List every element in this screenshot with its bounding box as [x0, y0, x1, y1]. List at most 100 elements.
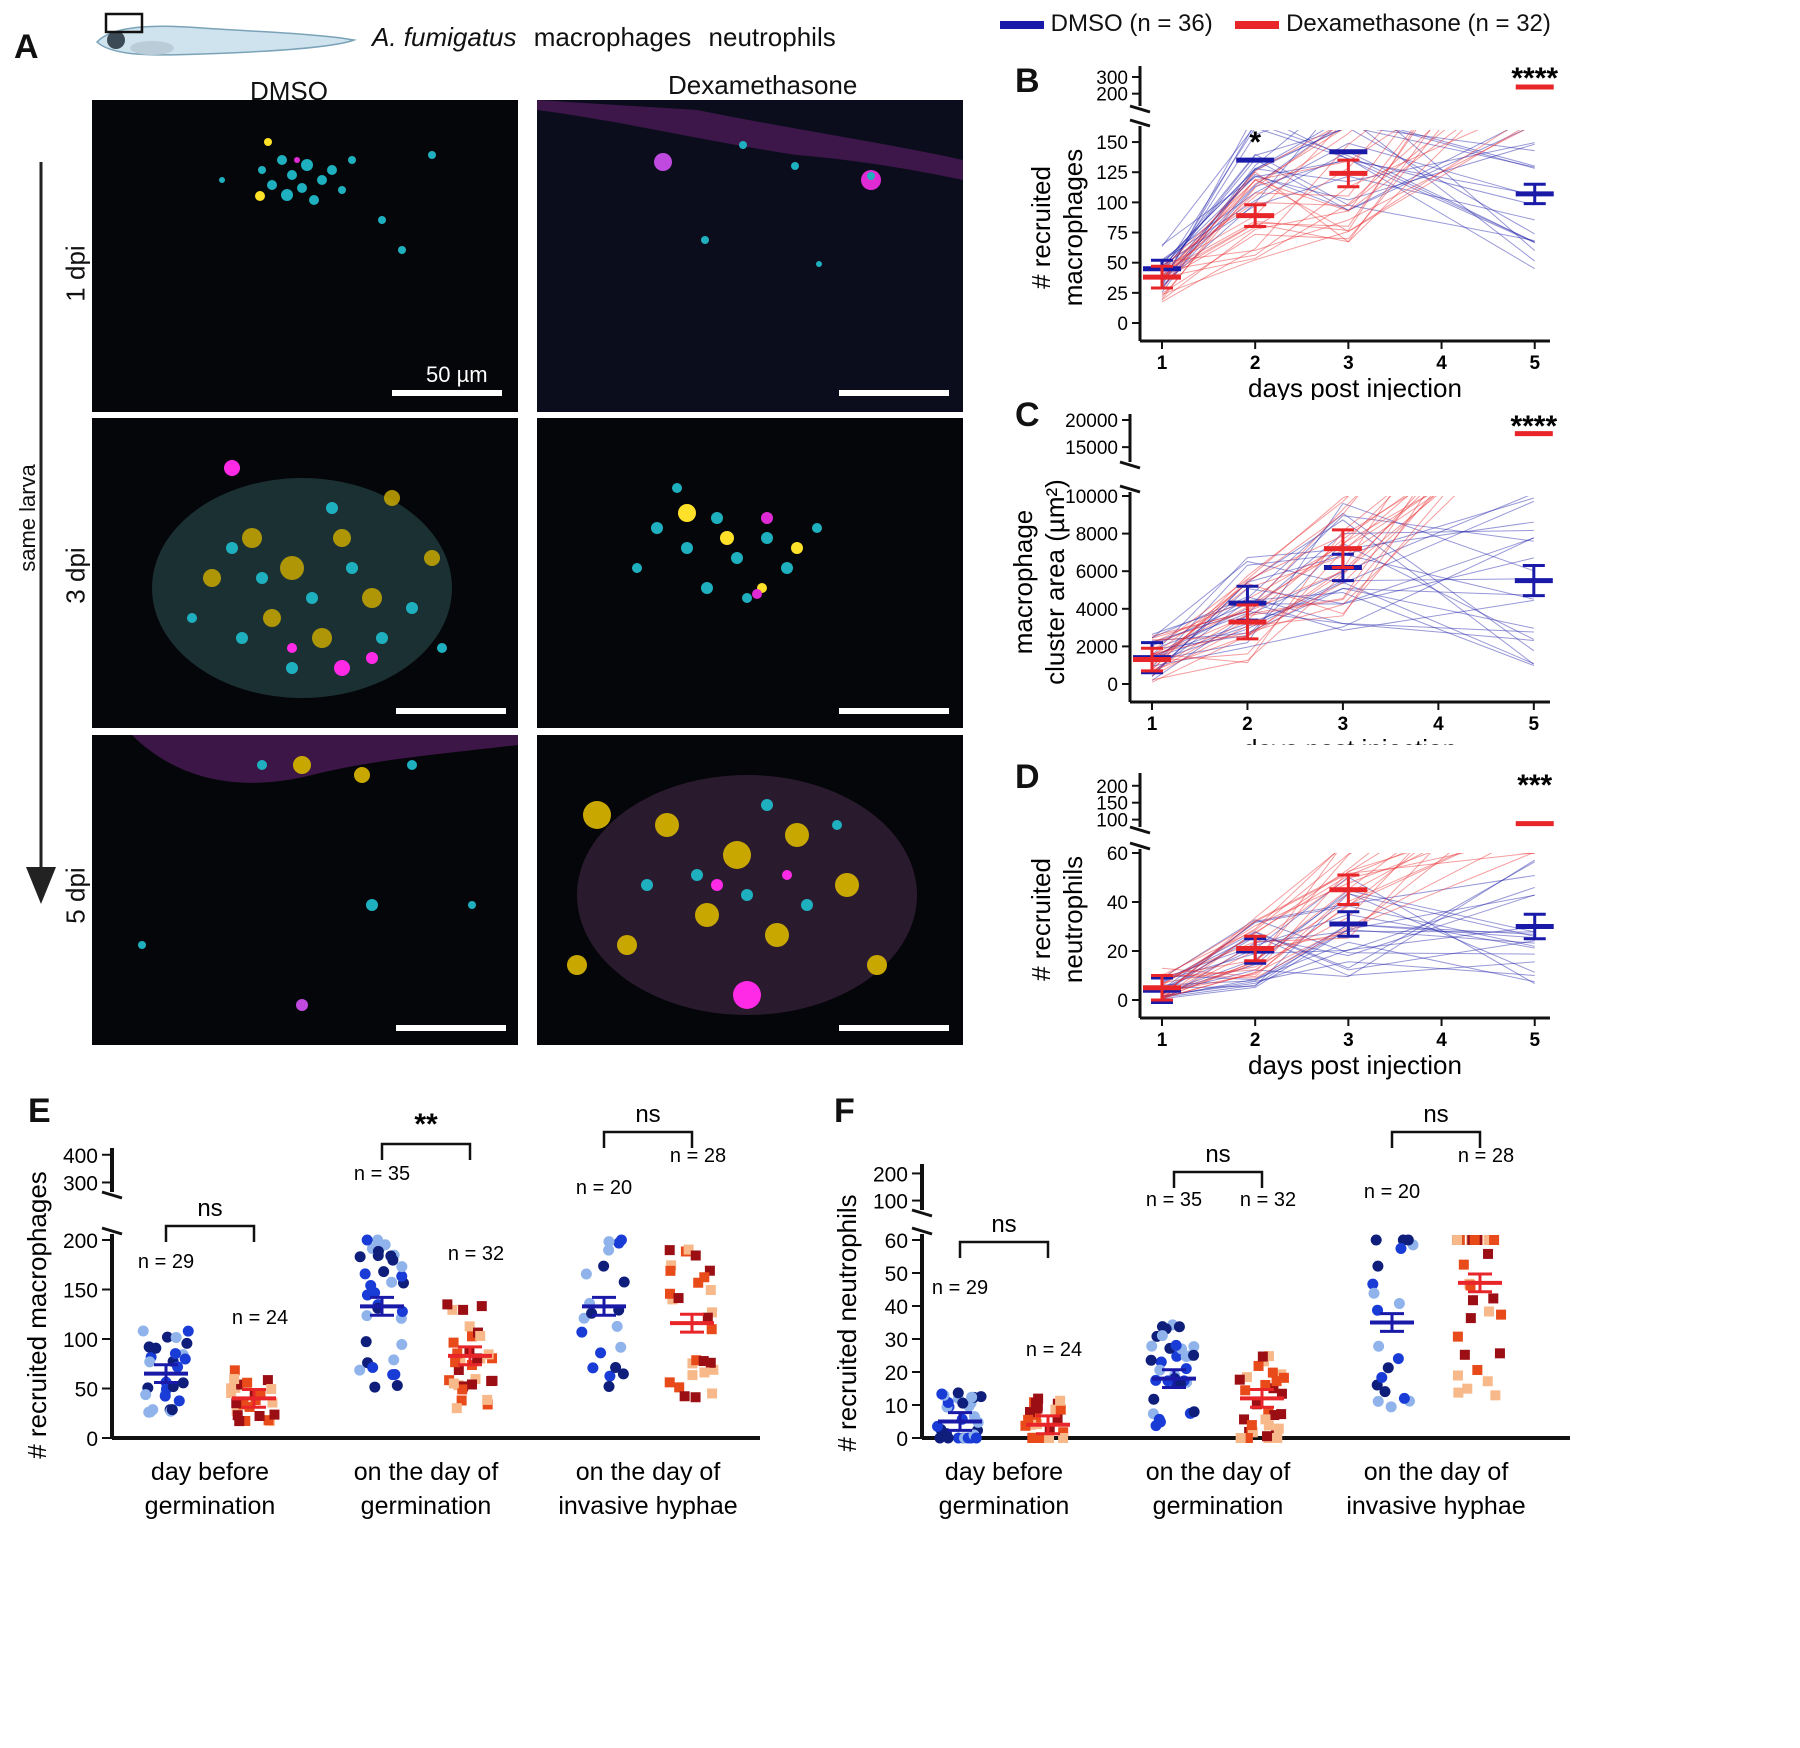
trace-line — [1151, 496, 1425, 677]
dmso-dot — [580, 1268, 592, 1280]
trace-line — [1161, 130, 1440, 294]
y-tick-label: 0 — [1107, 675, 1118, 696]
trace-line — [1151, 496, 1437, 672]
dmso-dot — [359, 1268, 371, 1280]
trace-line — [1161, 929, 1535, 986]
dmso-dot — [169, 1348, 181, 1360]
trace-line — [1161, 130, 1536, 289]
dex-dot — [693, 1277, 704, 1288]
y-axis-label: macrophage — [1008, 510, 1038, 655]
y-tick-label: 40 — [1107, 893, 1128, 914]
chart-f: 0 10 20 30 40 50 60 100 200 # recruited neutrophi… — [832, 1101, 1570, 1520]
trace-line — [1161, 894, 1535, 1000]
dex-dot — [1267, 1367, 1278, 1378]
significance-label: **** — [1511, 62, 1558, 95]
y-tick-label: 6000 — [1076, 562, 1118, 583]
dex-dot — [705, 1285, 716, 1296]
x-category-label: on the day of — [576, 1458, 721, 1486]
dex-dot — [1024, 1407, 1035, 1418]
dex-dot — [690, 1250, 701, 1261]
dex-dot — [234, 1416, 245, 1427]
micrograph-dmso-5dpi — [92, 735, 518, 1045]
dmso-dot — [617, 1368, 629, 1380]
y-tick-label: 200 — [1096, 777, 1128, 798]
dex-dot — [1269, 1410, 1280, 1421]
trace-line — [1161, 158, 1535, 289]
x-category-label: on the day of — [1146, 1458, 1291, 1486]
dex-dot — [1472, 1364, 1483, 1375]
trace-line — [1161, 130, 1535, 283]
dmso-dot — [1188, 1406, 1200, 1418]
dex-dot — [674, 1382, 685, 1393]
trace-line — [1161, 853, 1336, 985]
dex-dot — [1453, 1387, 1464, 1398]
trace-line — [1161, 961, 1535, 997]
dex-dot — [1055, 1395, 1066, 1406]
trace-line — [1161, 853, 1370, 993]
dex-dot — [664, 1288, 675, 1299]
trace-line — [1161, 853, 1405, 999]
panel-e-letter: E — [28, 1092, 51, 1130]
y-tick-label: 60 — [885, 1230, 908, 1253]
dmso-dot — [1154, 1364, 1166, 1376]
trace-line — [1161, 130, 1432, 278]
dex-dot — [240, 1415, 251, 1426]
dex-dot — [467, 1331, 478, 1342]
dmso-dot — [603, 1236, 615, 1248]
dmso-dot — [587, 1362, 599, 1374]
trace-line — [1151, 496, 1391, 683]
y-tick-label: 50 — [885, 1263, 908, 1286]
significance-bracket — [1172, 1170, 1264, 1188]
trace-line — [1151, 496, 1388, 664]
n-label: n = 24 — [1026, 1339, 1082, 1361]
trace-line — [1151, 578, 1534, 659]
dex-dot — [476, 1301, 487, 1312]
n-label: n = 20 — [1364, 1181, 1420, 1203]
dex-dot — [1234, 1374, 1245, 1385]
scale-bar-label: 50 µm — [426, 362, 488, 387]
y-tick-label: 2000 — [1076, 637, 1118, 658]
dex-dot — [1240, 1385, 1251, 1396]
dmso-dot — [369, 1381, 381, 1393]
dex-dot — [255, 1388, 266, 1399]
dmso-dot — [598, 1260, 610, 1272]
trace-line — [1151, 496, 1359, 667]
trace-line — [1161, 130, 1535, 273]
dex-dot — [452, 1348, 463, 1359]
dex-dot — [1489, 1235, 1500, 1245]
dmso-dot — [1188, 1341, 1200, 1353]
dex-dot — [1247, 1427, 1258, 1438]
dex-dot — [1020, 1420, 1031, 1431]
dex-dot — [665, 1265, 676, 1276]
dex-dot — [475, 1330, 486, 1341]
y-tick-label: 100 — [873, 1191, 908, 1214]
axis-break-mark — [911, 1208, 933, 1218]
trace-line — [1151, 496, 1435, 641]
y-tick-label: 150 — [1096, 794, 1128, 815]
x-category-label: germination — [145, 1492, 276, 1520]
legend-dmso-label: DMSO (n = 36) — [1050, 10, 1213, 37]
trace-line — [1151, 496, 1428, 656]
dex-dot — [1462, 1383, 1473, 1394]
significance-label: ns — [1423, 1101, 1448, 1128]
dex-dot — [1253, 1360, 1264, 1371]
trace-line — [1161, 853, 1338, 999]
trace-line — [1161, 130, 1525, 272]
dex-dot — [269, 1409, 280, 1420]
x-tick-label: 1 — [1157, 1030, 1168, 1051]
panel-a-letter: A — [14, 28, 39, 66]
n-label: n = 28 — [1458, 1145, 1514, 1167]
trace-line — [1161, 905, 1535, 990]
x-tick-label: 4 — [1436, 353, 1447, 374]
dmso-dot — [147, 1404, 159, 1416]
dex-dot — [1276, 1388, 1287, 1399]
x-axis-label: days post injection — [1248, 1050, 1462, 1080]
trace-line — [1161, 853, 1493, 999]
trace-line — [1151, 496, 1392, 644]
dex-dot — [1027, 1433, 1038, 1443]
trace-line — [1161, 853, 1534, 979]
trace-line — [1161, 853, 1409, 999]
significance-bracket — [164, 1224, 256, 1242]
axis-break-mark — [1119, 460, 1141, 470]
dmso-dot — [396, 1338, 408, 1350]
